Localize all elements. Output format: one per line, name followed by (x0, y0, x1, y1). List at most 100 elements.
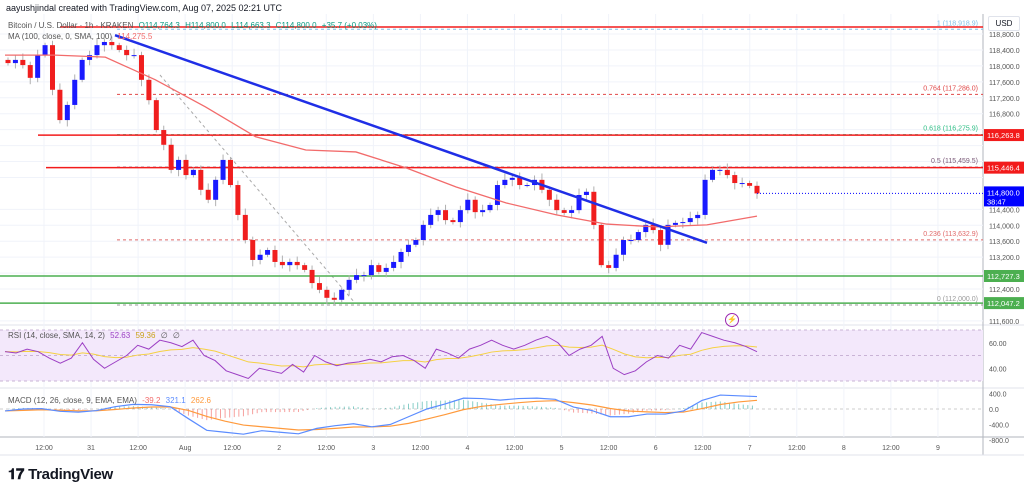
candle-body (695, 214, 701, 219)
x-tick-label: 12:00 (600, 445, 618, 452)
support-price-tag (984, 297, 1024, 310)
descending-trendline (114, 34, 708, 244)
rsi-label[interactable]: RSI (14, close, SMA, 14, 2) (8, 331, 105, 340)
candle-body (680, 222, 686, 224)
candle-body (153, 100, 159, 131)
y-tick-label: 117,600.0 (989, 80, 1020, 87)
last-price-label: 114,800.0 (987, 188, 1020, 197)
candle-body (5, 59, 11, 64)
resistance-price-tag (984, 129, 1024, 142)
ma-value: 114,275.5 (117, 32, 153, 41)
y-tick-label: 118,800.0 (989, 32, 1020, 39)
candle-body (732, 175, 738, 184)
candle-body (27, 65, 33, 78)
rsi-tick-label: 60.00 (989, 341, 1007, 348)
y-tick-label: 113,200.0 (989, 255, 1020, 262)
candle-body (554, 199, 560, 211)
candle-body (635, 232, 641, 241)
macd-tick-label: -400.0 (989, 423, 1009, 430)
candle-body (176, 159, 182, 170)
ma-legend: MA (100, close, 0, SMA, 100) 114,275.5 (8, 32, 155, 41)
candle-body (287, 261, 293, 266)
x-tick-label: Aug (179, 445, 192, 452)
y-tick-label: 117,200.0 (989, 96, 1020, 103)
close-value: C114,800.0 (275, 21, 317, 30)
currency-selector[interactable]: USD (988, 16, 1020, 31)
candle-body (183, 159, 189, 176)
support-price-label: 112,727.3 (987, 272, 1020, 281)
brand-name: TradingView (28, 466, 113, 483)
macd-signal-line (4, 399, 758, 431)
fib-level-label: 0 (112,000.0) (937, 296, 978, 303)
macd-label[interactable]: MACD (12, 26, close, 9, EMA, EMA) (8, 396, 137, 405)
rsi-signal-line (4, 344, 758, 368)
price-chart[interactable]: 12:00 31 12:00 Aug 12:00 2 12:00 3 12:00 4 12:00 5 1… (0, 0, 1024, 460)
candle-body (583, 191, 589, 195)
candle-body (494, 185, 500, 205)
x-tick-label: 9 (936, 445, 940, 452)
candle-body (87, 55, 93, 60)
candle-body (450, 220, 456, 223)
x-tick-label: 12:00 (318, 445, 336, 452)
candle-body (42, 45, 48, 56)
symbol-legend: Bitcoin / U.S. Dollar · 1h · KRAKEN O114… (8, 21, 380, 30)
y-tick-label: 114,400.0 (989, 207, 1020, 214)
candle-body (591, 191, 597, 225)
candle-body (598, 224, 604, 266)
candle-body (724, 169, 730, 176)
candle-body (161, 130, 167, 145)
candle-body (35, 55, 41, 78)
candle-body (94, 45, 100, 56)
candle-body (465, 199, 471, 211)
candle-body (487, 204, 493, 211)
x-tick-label: 31 (87, 445, 95, 452)
candle-body (116, 45, 122, 50)
fib-level-label: 0.5 (115,459.5) (931, 158, 978, 165)
ma-label[interactable]: MA (100, close, 0, SMA, 100) (8, 32, 113, 41)
resistance-price-label: 116,263.8 (987, 131, 1020, 140)
lightning-icon[interactable]: ⚡ (725, 313, 739, 327)
y-tick-label: 114,000.0 (989, 223, 1020, 230)
low-value: L114,663.3 (231, 21, 271, 30)
candle-body (331, 297, 337, 300)
candle-body (398, 251, 404, 262)
resistance-price-tag (984, 161, 1024, 174)
candle-body (109, 41, 115, 46)
x-tick-label: 7 (748, 445, 752, 452)
fib-level-label: 0.618 (116,275.9) (923, 126, 978, 133)
candle-body (294, 261, 300, 266)
candle-body (457, 210, 463, 223)
candle-body (227, 159, 233, 186)
candle-body (131, 55, 137, 57)
candle-body (316, 283, 322, 290)
candle-body (57, 89, 63, 121)
candle-body (569, 210, 575, 213)
support-price-label: 112,047.2 (987, 299, 1020, 308)
candle-body (213, 179, 219, 200)
candle-body (472, 199, 478, 213)
candle-body (687, 218, 693, 223)
y-tick-label: 111,600.0 (989, 319, 1019, 326)
candle-body (391, 261, 397, 268)
candle-body (250, 240, 256, 260)
macd-hist-value: -39.2 (142, 396, 161, 405)
candle-body (235, 185, 241, 215)
candle-body (20, 59, 26, 66)
candle-body (72, 79, 78, 105)
candle-body (257, 254, 263, 260)
candle-body (376, 265, 382, 272)
candle-body (361, 275, 367, 277)
open-value: O114,764.3 (138, 21, 180, 30)
candle-body (613, 254, 619, 268)
fib-trend-line (159, 74, 356, 304)
candle-body (524, 185, 530, 187)
candle-body (747, 183, 753, 186)
candle-body (146, 79, 152, 101)
y-tick-label: 112,400.0 (989, 287, 1020, 294)
candle-body (64, 104, 70, 121)
candle-body (672, 222, 678, 225)
symbol-name[interactable]: Bitcoin / U.S. Dollar · 1h · KRAKEN (8, 21, 134, 30)
candle-body (420, 224, 426, 241)
candle-body (354, 275, 360, 280)
candle-body (79, 59, 85, 80)
